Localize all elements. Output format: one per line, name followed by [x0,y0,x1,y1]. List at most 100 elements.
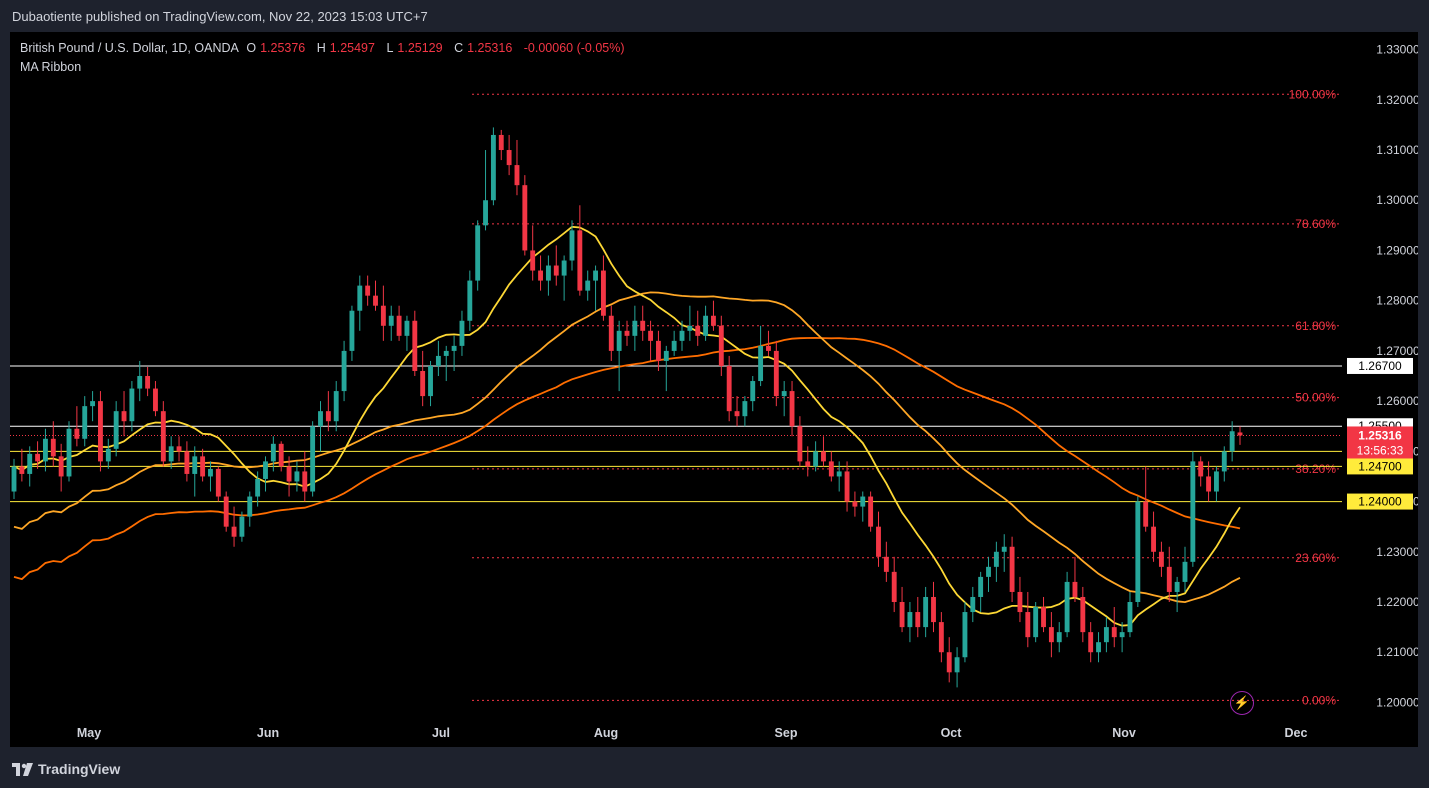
candle[interactable] [153,381,158,417]
candle[interactable] [569,220,575,271]
candle[interactable] [333,381,339,432]
candle[interactable] [522,175,528,256]
candle[interactable] [640,305,646,341]
candle[interactable] [695,310,701,346]
candle[interactable] [844,461,850,512]
candle[interactable] [813,441,819,472]
candle[interactable] [1143,466,1149,532]
candle[interactable] [490,127,496,206]
candle[interactable] [821,436,826,467]
candle[interactable] [1056,622,1062,653]
candle[interactable] [428,360,433,407]
candle[interactable] [938,612,944,663]
candle[interactable] [907,602,913,643]
level-price-tag[interactable] [1347,493,1413,510]
candle[interactable] [671,330,677,356]
candle[interactable] [836,461,842,492]
candle[interactable] [577,205,583,296]
lightning-bolt-icon[interactable]: ⚡ [1230,691,1254,715]
candle[interactable] [160,401,166,467]
candle[interactable] [993,541,999,582]
candle[interactable] [286,456,292,497]
candle[interactable] [1111,607,1117,648]
price-chart[interactable]: 100.00% 78.60% 61.80% 50.00% 38.20% 23.60% 0.0… [10,32,1418,747]
candle[interactable] [247,491,253,527]
candle[interactable] [1182,546,1188,592]
candle[interactable] [742,396,748,427]
candle[interactable] [215,466,221,502]
candle[interactable] [420,350,426,407]
candle[interactable] [255,471,261,507]
candle[interactable] [616,320,622,392]
candle[interactable] [931,581,936,633]
candle[interactable] [1174,576,1180,613]
candle[interactable] [679,320,685,351]
indicator-name[interactable]: MA Ribbon [20,60,82,74]
candle[interactable] [923,586,929,638]
candle[interactable] [498,129,504,161]
candle[interactable] [1001,534,1007,572]
candle[interactable] [1206,461,1212,502]
candle[interactable] [42,428,48,472]
candle[interactable] [655,330,661,371]
candle[interactable] [632,305,638,351]
candle[interactable] [1017,576,1023,623]
candle[interactable] [373,280,378,311]
candle[interactable] [978,571,984,613]
candle[interactable] [1151,511,1156,562]
candle[interactable] [192,446,198,497]
candle[interactable] [538,255,543,291]
candle[interactable] [263,456,268,492]
candle[interactable] [766,330,771,356]
candle[interactable] [530,225,536,281]
candle[interactable] [687,305,693,341]
candle[interactable] [396,305,402,341]
candle[interactable] [35,441,41,469]
candles-layer[interactable] [11,127,1243,688]
candle[interactable] [1041,596,1046,633]
candle[interactable] [50,421,56,467]
candle[interactable] [593,265,599,311]
candle[interactable] [365,275,371,306]
candle[interactable] [1237,426,1243,445]
candle[interactable] [239,511,245,542]
candle[interactable] [113,401,119,457]
candle[interactable] [624,320,630,346]
symbol-name[interactable]: British Pound / U.S. Dollar, 1D, OANDA [20,41,239,55]
candle[interactable] [986,556,991,592]
candle[interactable] [561,255,567,301]
candle[interactable] [341,340,347,402]
candle[interactable] [600,255,606,321]
candle[interactable] [58,443,64,492]
candle[interactable] [781,381,787,417]
candle[interactable] [506,134,512,176]
candle[interactable] [278,441,284,472]
candle[interactable] [137,360,143,402]
candle[interactable] [711,300,716,331]
candle[interactable] [703,305,709,341]
candle[interactable] [828,451,834,482]
candle[interactable] [868,491,874,532]
candle[interactable] [1119,622,1125,653]
candle[interactable] [1025,591,1031,648]
candle[interactable] [789,381,795,437]
candle[interactable] [200,448,206,482]
candle[interactable] [302,451,308,502]
candle[interactable] [105,438,111,469]
level-price-tag[interactable] [1347,458,1413,475]
candle[interactable] [19,448,25,482]
candle[interactable] [412,310,418,377]
candle[interactable] [915,596,921,638]
candle[interactable] [325,391,331,432]
candle[interactable] [66,421,72,482]
price-axis[interactable]: 1.200001.210001.220001.230001.240001.250… [1347,43,1418,710]
candle[interactable] [899,586,905,633]
candle[interactable] [876,511,881,567]
candle[interactable] [734,396,740,427]
candle[interactable] [1048,612,1054,658]
candle[interactable] [90,391,96,422]
candle[interactable] [1103,617,1109,653]
candle[interactable] [1135,496,1141,608]
candle[interactable] [946,637,952,683]
candle[interactable] [797,416,803,467]
